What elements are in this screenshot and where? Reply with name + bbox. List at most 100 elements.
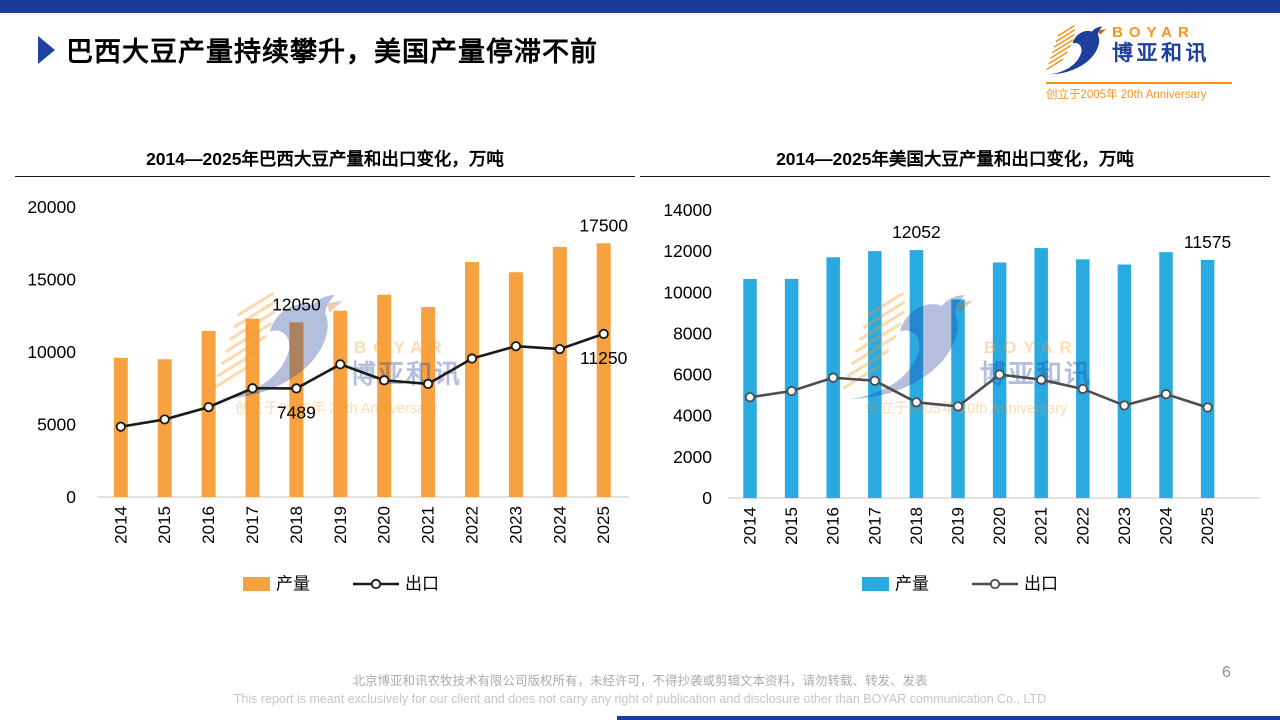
- export-line-marker: [828, 372, 839, 383]
- export-line-marker: [510, 341, 521, 352]
- data-label: 11575: [1184, 232, 1231, 252]
- svg-text:创立于2005年 20th Anniversary: 创立于2005年 20th Anniversary: [235, 400, 438, 417]
- export-line-marker: [598, 328, 609, 339]
- export-line-marker: [115, 421, 126, 432]
- export-line-marker: [952, 401, 964, 412]
- x-tick-label: 2018: [907, 507, 926, 545]
- bird-logo-icon: [212, 291, 343, 400]
- footer-disclaimer-en: This report is meant exclusively for our…: [233, 692, 1047, 706]
- production-bar: [377, 294, 392, 497]
- legend-bar-swatch: [862, 577, 889, 591]
- y-tick-label: 6000: [673, 365, 712, 385]
- x-tick-label: 2024: [1157, 507, 1176, 545]
- production-bar: [1076, 259, 1090, 498]
- production-bar: [465, 262, 479, 497]
- footer-copyright-cn: 北京博亚和讯农牧技术有限公司版权所有，未经许可，不得抄袭或剪辑文本资料，请勿转载…: [352, 674, 928, 688]
- page-number: 6: [1222, 664, 1231, 681]
- export-line-marker: [911, 397, 922, 408]
- export-line-marker: [203, 402, 214, 413]
- export-line-marker: [554, 344, 565, 355]
- legend-line-marker: [989, 578, 1001, 590]
- us-chart-svg: 02000400060008000100001200014000BOYAR博亚和…: [663, 200, 1260, 594]
- y-tick-label: 4000: [673, 406, 712, 426]
- production-bar: [201, 330, 216, 497]
- production-bar: [421, 307, 436, 497]
- x-tick-label: 2021: [419, 506, 438, 544]
- x-tick-label: 2022: [1073, 507, 1092, 545]
- export-line-marker: [335, 359, 346, 370]
- production-bar: [1117, 264, 1132, 498]
- export-line-marker: [994, 369, 1005, 380]
- y-tick-label: 10000: [663, 282, 712, 302]
- data-label: 12050: [272, 294, 321, 314]
- top-accent-bar: [0, 0, 1280, 13]
- production-bar: [1159, 252, 1173, 498]
- legend: 产量 出口: [862, 575, 1058, 594]
- export-line-marker: [1077, 383, 1088, 395]
- logo-brand-cn: 博亚和讯: [1112, 42, 1210, 65]
- brazil-chart-title: 2014—2025年巴西大豆产量和出口变化，万吨: [146, 149, 504, 169]
- logo-tagline: 创立于2005年 20th Anniversary: [1046, 89, 1207, 101]
- brazil-title-rule: [15, 176, 635, 177]
- brazil-chart-panel: 2014—2025年巴西大豆产量和出口变化，万吨 0 5000 10000 15000…: [15, 140, 635, 610]
- production-bar: [992, 262, 1007, 498]
- bird-logo-icon: [842, 291, 973, 400]
- us-title-rule: [640, 176, 1270, 177]
- production-bar: [289, 322, 304, 497]
- export-line-marker: [1119, 400, 1130, 411]
- y-tick-label: 2000: [673, 447, 712, 467]
- x-tick-label: 2023: [1115, 507, 1134, 545]
- production-bar: [868, 251, 882, 498]
- export-line-marker: [744, 392, 756, 403]
- export-line-marker: [869, 375, 880, 386]
- production-bar: [157, 359, 172, 497]
- production-bar: [909, 250, 924, 498]
- x-tick-label: 2016: [824, 507, 843, 545]
- svg-text:创立于2005年 20th Anniversary: 创立于2005年 20th Anniversary: [865, 400, 1068, 417]
- production-bar: [743, 278, 757, 498]
- export-line-marker: [291, 383, 302, 394]
- x-tick-label: 2014: [111, 506, 130, 544]
- x-tick-label: 2020: [990, 507, 1009, 545]
- x-tick-label: 2017: [865, 507, 884, 545]
- logo-brand-en: BOYAR: [1112, 24, 1195, 41]
- production-bar: [951, 299, 965, 498]
- data-label: 17500: [579, 215, 628, 235]
- y-tick-label: 0: [702, 488, 712, 508]
- export-line: [120, 332, 605, 428]
- export-line-marker: [1202, 402, 1213, 413]
- x-tick-label: 2025: [1198, 507, 1217, 545]
- bottom-accent-bar: [617, 716, 1280, 720]
- x-tick-label: 2022: [463, 506, 482, 544]
- y-tick-label: 12000: [663, 241, 712, 261]
- data-label: 11250: [580, 348, 628, 368]
- x-tick-label: 2025: [594, 506, 613, 544]
- export-line-marker: [422, 378, 434, 389]
- legend-bar-swatch: [243, 577, 270, 591]
- y-tick-label: 10000: [27, 342, 76, 362]
- production-bar: [333, 310, 348, 497]
- title-arrow-icon: [38, 36, 55, 64]
- y-tick-label: 15000: [27, 270, 76, 290]
- export-line-marker: [379, 375, 390, 386]
- x-tick-label: 2015: [782, 507, 801, 545]
- export-line-marker: [786, 385, 797, 397]
- x-tick-label: 2016: [199, 506, 218, 544]
- export-line-marker: [159, 414, 170, 425]
- production-bar: [1200, 259, 1215, 498]
- export-line-marker: [247, 383, 258, 394]
- us-chart-panel: 2014—2025年美国大豆产量和出口变化，万吨 0 2000 4000 6000 80…: [640, 140, 1270, 610]
- x-tick-label: 2023: [506, 506, 525, 544]
- legend-line-marker: [370, 578, 382, 590]
- data-label: 12052: [892, 222, 941, 242]
- export-line-marker: [466, 353, 478, 364]
- legend-label-production: 产量: [276, 575, 310, 594]
- legend-label-export: 出口: [405, 575, 439, 594]
- x-tick-label: 2024: [550, 506, 569, 544]
- production-bar: [245, 318, 260, 497]
- export-line-marker: [1036, 374, 1047, 385]
- y-tick-label: 8000: [673, 323, 712, 343]
- x-tick-label: 2020: [375, 506, 394, 544]
- y-tick-label: 14000: [663, 200, 712, 220]
